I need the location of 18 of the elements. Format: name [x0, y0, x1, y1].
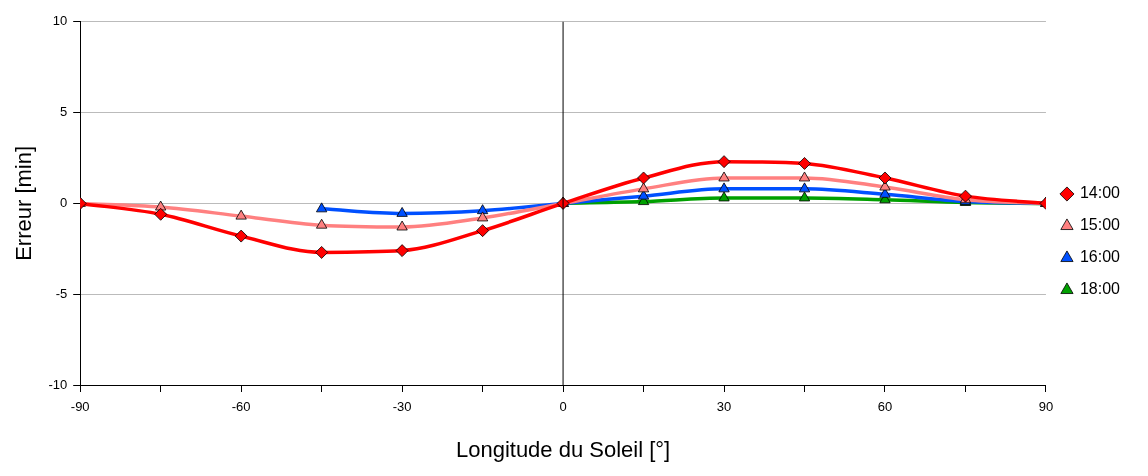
y-tick-label: -5 [55, 285, 68, 301]
y-tick-label: 5 [59, 104, 68, 120]
x-tick-label: 60 [877, 399, 893, 415]
y-tick-label: 0 [59, 194, 68, 210]
y-tick-label: 10 [52, 13, 68, 29]
legend-label: 15:00 [1079, 216, 1121, 234]
y-axis-title: Erreur [min] [11, 145, 37, 261]
legend-label: 18:00 [1079, 280, 1121, 298]
legend-label: 14:00 [1079, 184, 1121, 202]
y-tick-label: -10 [48, 376, 68, 392]
x-tick-label: 0 [559, 399, 567, 415]
x-tick-label: -90 [70, 399, 90, 415]
x-tick-label: 90 [1038, 399, 1054, 415]
legend-label: 16:00 [1079, 248, 1121, 266]
x-tick-label: -60 [231, 399, 251, 415]
x-tick-label: 30 [716, 399, 732, 415]
x-axis-title: Longitude du Soleil [°] [455, 436, 671, 462]
x-tick-label: -30 [392, 399, 412, 415]
